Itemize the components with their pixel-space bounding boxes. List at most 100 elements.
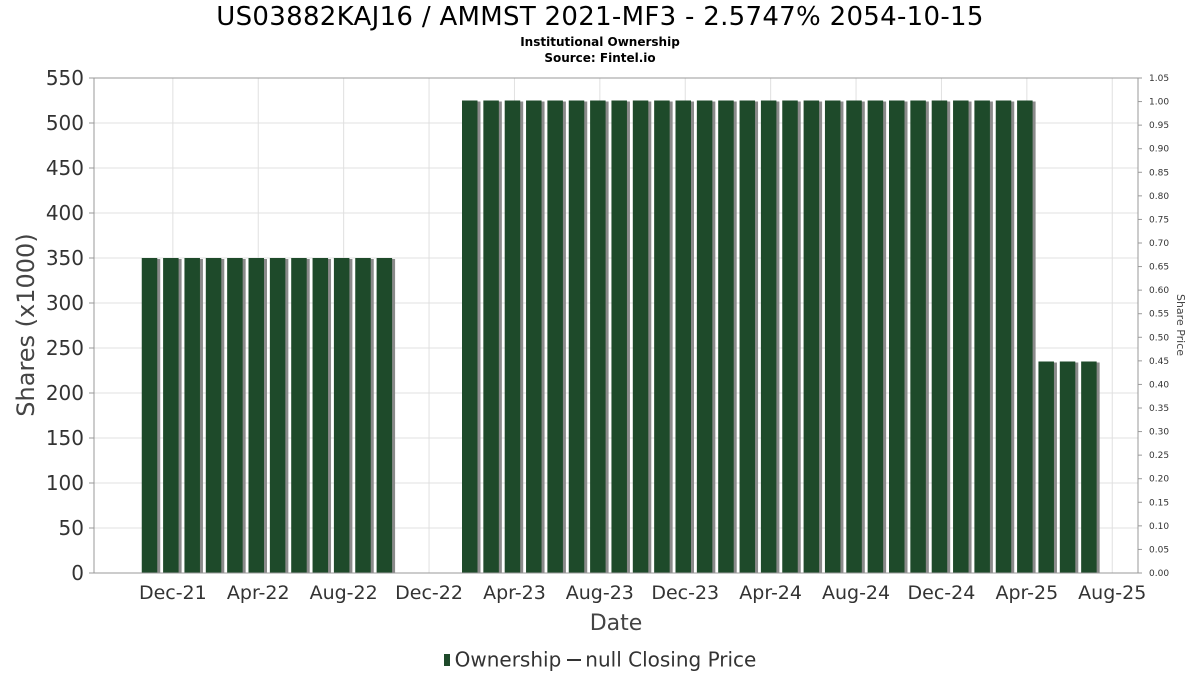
x-tick-label: Apr-25 <box>996 582 1059 604</box>
y-tick-label: 0 <box>71 561 84 585</box>
plot-frame <box>93 77 1139 574</box>
y2-tick-label: 0.35 <box>1149 404 1169 414</box>
y2-tick-label: 0.20 <box>1149 475 1169 485</box>
ownership-bar <box>1081 361 1097 573</box>
y2-tick-label: 1.05 <box>1149 74 1169 84</box>
ownership-bar <box>526 100 542 573</box>
ownership-bar <box>846 100 862 573</box>
x-tick-label: Apr-22 <box>227 582 290 604</box>
ownership-bar <box>1017 100 1033 573</box>
x-tick-label: Aug-25 <box>1078 582 1146 604</box>
y2-tick-label: 0.50 <box>1149 333 1169 343</box>
y-tick-label: 450 <box>46 156 84 180</box>
x-tick-label: Dec-23 <box>651 582 719 604</box>
x-tick-label: Apr-23 <box>483 582 546 604</box>
y-tick-label: 250 <box>46 336 84 360</box>
ownership-bar <box>590 100 606 573</box>
y2-tick-label: 0.45 <box>1149 357 1169 367</box>
ownership-bar <box>953 100 969 573</box>
y2-tick-label: 0.60 <box>1149 286 1169 296</box>
ownership-bar <box>333 258 350 573</box>
y2-tick-label: 0.90 <box>1149 145 1169 155</box>
y2-tick-label: 0.00 <box>1149 569 1169 579</box>
y2-tick-label: 0.80 <box>1149 192 1169 202</box>
x-axis-label: Date <box>590 611 643 636</box>
legend: Ownership null Closing Price <box>0 646 1200 672</box>
ownership-bar <box>355 258 371 573</box>
y2-tick-label: 0.10 <box>1149 522 1169 532</box>
ownership-bar <box>654 100 670 573</box>
ownership-bar <box>269 258 286 573</box>
y2-tick-label: 0.75 <box>1149 215 1169 225</box>
y2-tick-label: 0.95 <box>1149 121 1169 131</box>
ownership-bar <box>376 258 393 573</box>
y2-tick-label: 0.25 <box>1149 451 1169 461</box>
y-tick-label: 400 <box>46 201 84 225</box>
y2-tick-label: 0.30 <box>1149 428 1169 438</box>
y-tick-label: 350 <box>46 246 84 270</box>
y-tick-label: 500 <box>46 111 84 135</box>
x-tick-label: Aug-23 <box>566 582 634 604</box>
y2-tick-label: 0.55 <box>1149 310 1169 320</box>
y2-tick-label: 0.65 <box>1149 263 1169 273</box>
y-tick-label: 200 <box>46 381 84 405</box>
y-tick-label: 300 <box>46 291 84 315</box>
price-legend-line <box>567 658 582 661</box>
x-tick-label: Dec-21 <box>139 582 207 604</box>
ownership-bar <box>931 100 948 573</box>
ownership-bar <box>889 100 905 573</box>
ownership-bar <box>462 100 478 573</box>
ownership-bar <box>995 100 1012 573</box>
y-axis-label: Shares (x1000) <box>12 233 40 416</box>
ownership-bar <box>1059 361 1076 573</box>
x-tick-label: Aug-24 <box>822 582 890 604</box>
chart-title: US03882KAJ16 / AMMST 2021-MF3 - 2.5747% … <box>216 2 984 32</box>
x-tick-label: Aug-22 <box>310 582 378 604</box>
y2-tick-label: 1.00 <box>1149 98 1169 108</box>
ownership-bar <box>824 100 841 573</box>
ownership-bar <box>483 100 499 573</box>
ownership-bar <box>163 258 179 573</box>
ownership-bar <box>205 258 222 573</box>
ownership-bar <box>227 258 243 573</box>
ownership-bar <box>312 258 329 573</box>
ownership-bar <box>696 100 713 573</box>
y-tick-label: 50 <box>59 516 84 540</box>
x-tick-label: Dec-24 <box>908 582 976 604</box>
ownership-bar <box>974 100 990 573</box>
ownership-bar <box>760 100 777 573</box>
ownership-bar <box>803 100 820 573</box>
ownership-bar <box>184 258 200 573</box>
y2-tick-label: 0.70 <box>1149 239 1169 249</box>
ownership-bar <box>141 258 158 573</box>
bars <box>141 100 1100 573</box>
x-axis: Dec-21 Apr-22 Aug-22 Dec-22 Apr-23 Aug-23 Dec-… <box>139 582 1146 604</box>
ownership-bar <box>718 100 734 573</box>
y2-tick-label: 0.15 <box>1149 498 1169 508</box>
y-tick-label: 550 <box>46 66 84 90</box>
y2-tick-label: 0.05 <box>1149 545 1169 555</box>
ownership-bar <box>248 258 264 573</box>
ownership-bar <box>782 100 798 573</box>
y-axis-left: 0 50 100 150 200 250 300 350 400 450 500 550 <box>46 66 94 585</box>
ownership-bar <box>504 100 521 573</box>
ownership-bar <box>291 258 307 573</box>
ownership-bar <box>632 100 649 573</box>
ownership-bar <box>739 100 756 573</box>
ownership-legend-swatch <box>443 653 450 666</box>
ownership-bar <box>867 100 884 573</box>
chart-subtitle: Institutional Ownership <box>520 35 680 49</box>
ownership-bar <box>675 100 691 573</box>
x-tick-label: Dec-22 <box>395 582 463 604</box>
y2-axis-label: Share Price <box>1174 294 1187 356</box>
legend-ownership: Ownership <box>454 647 562 672</box>
x-tick-label: Apr-24 <box>739 582 802 604</box>
ownership-bar <box>1038 361 1054 573</box>
y-tick-label: 150 <box>46 426 84 450</box>
y-tick-label: 100 <box>46 471 84 495</box>
ownership-bar <box>611 100 627 573</box>
ownership-bar <box>547 100 563 573</box>
ownership-bar <box>910 100 926 573</box>
y2-tick-label: 0.40 <box>1149 380 1169 390</box>
